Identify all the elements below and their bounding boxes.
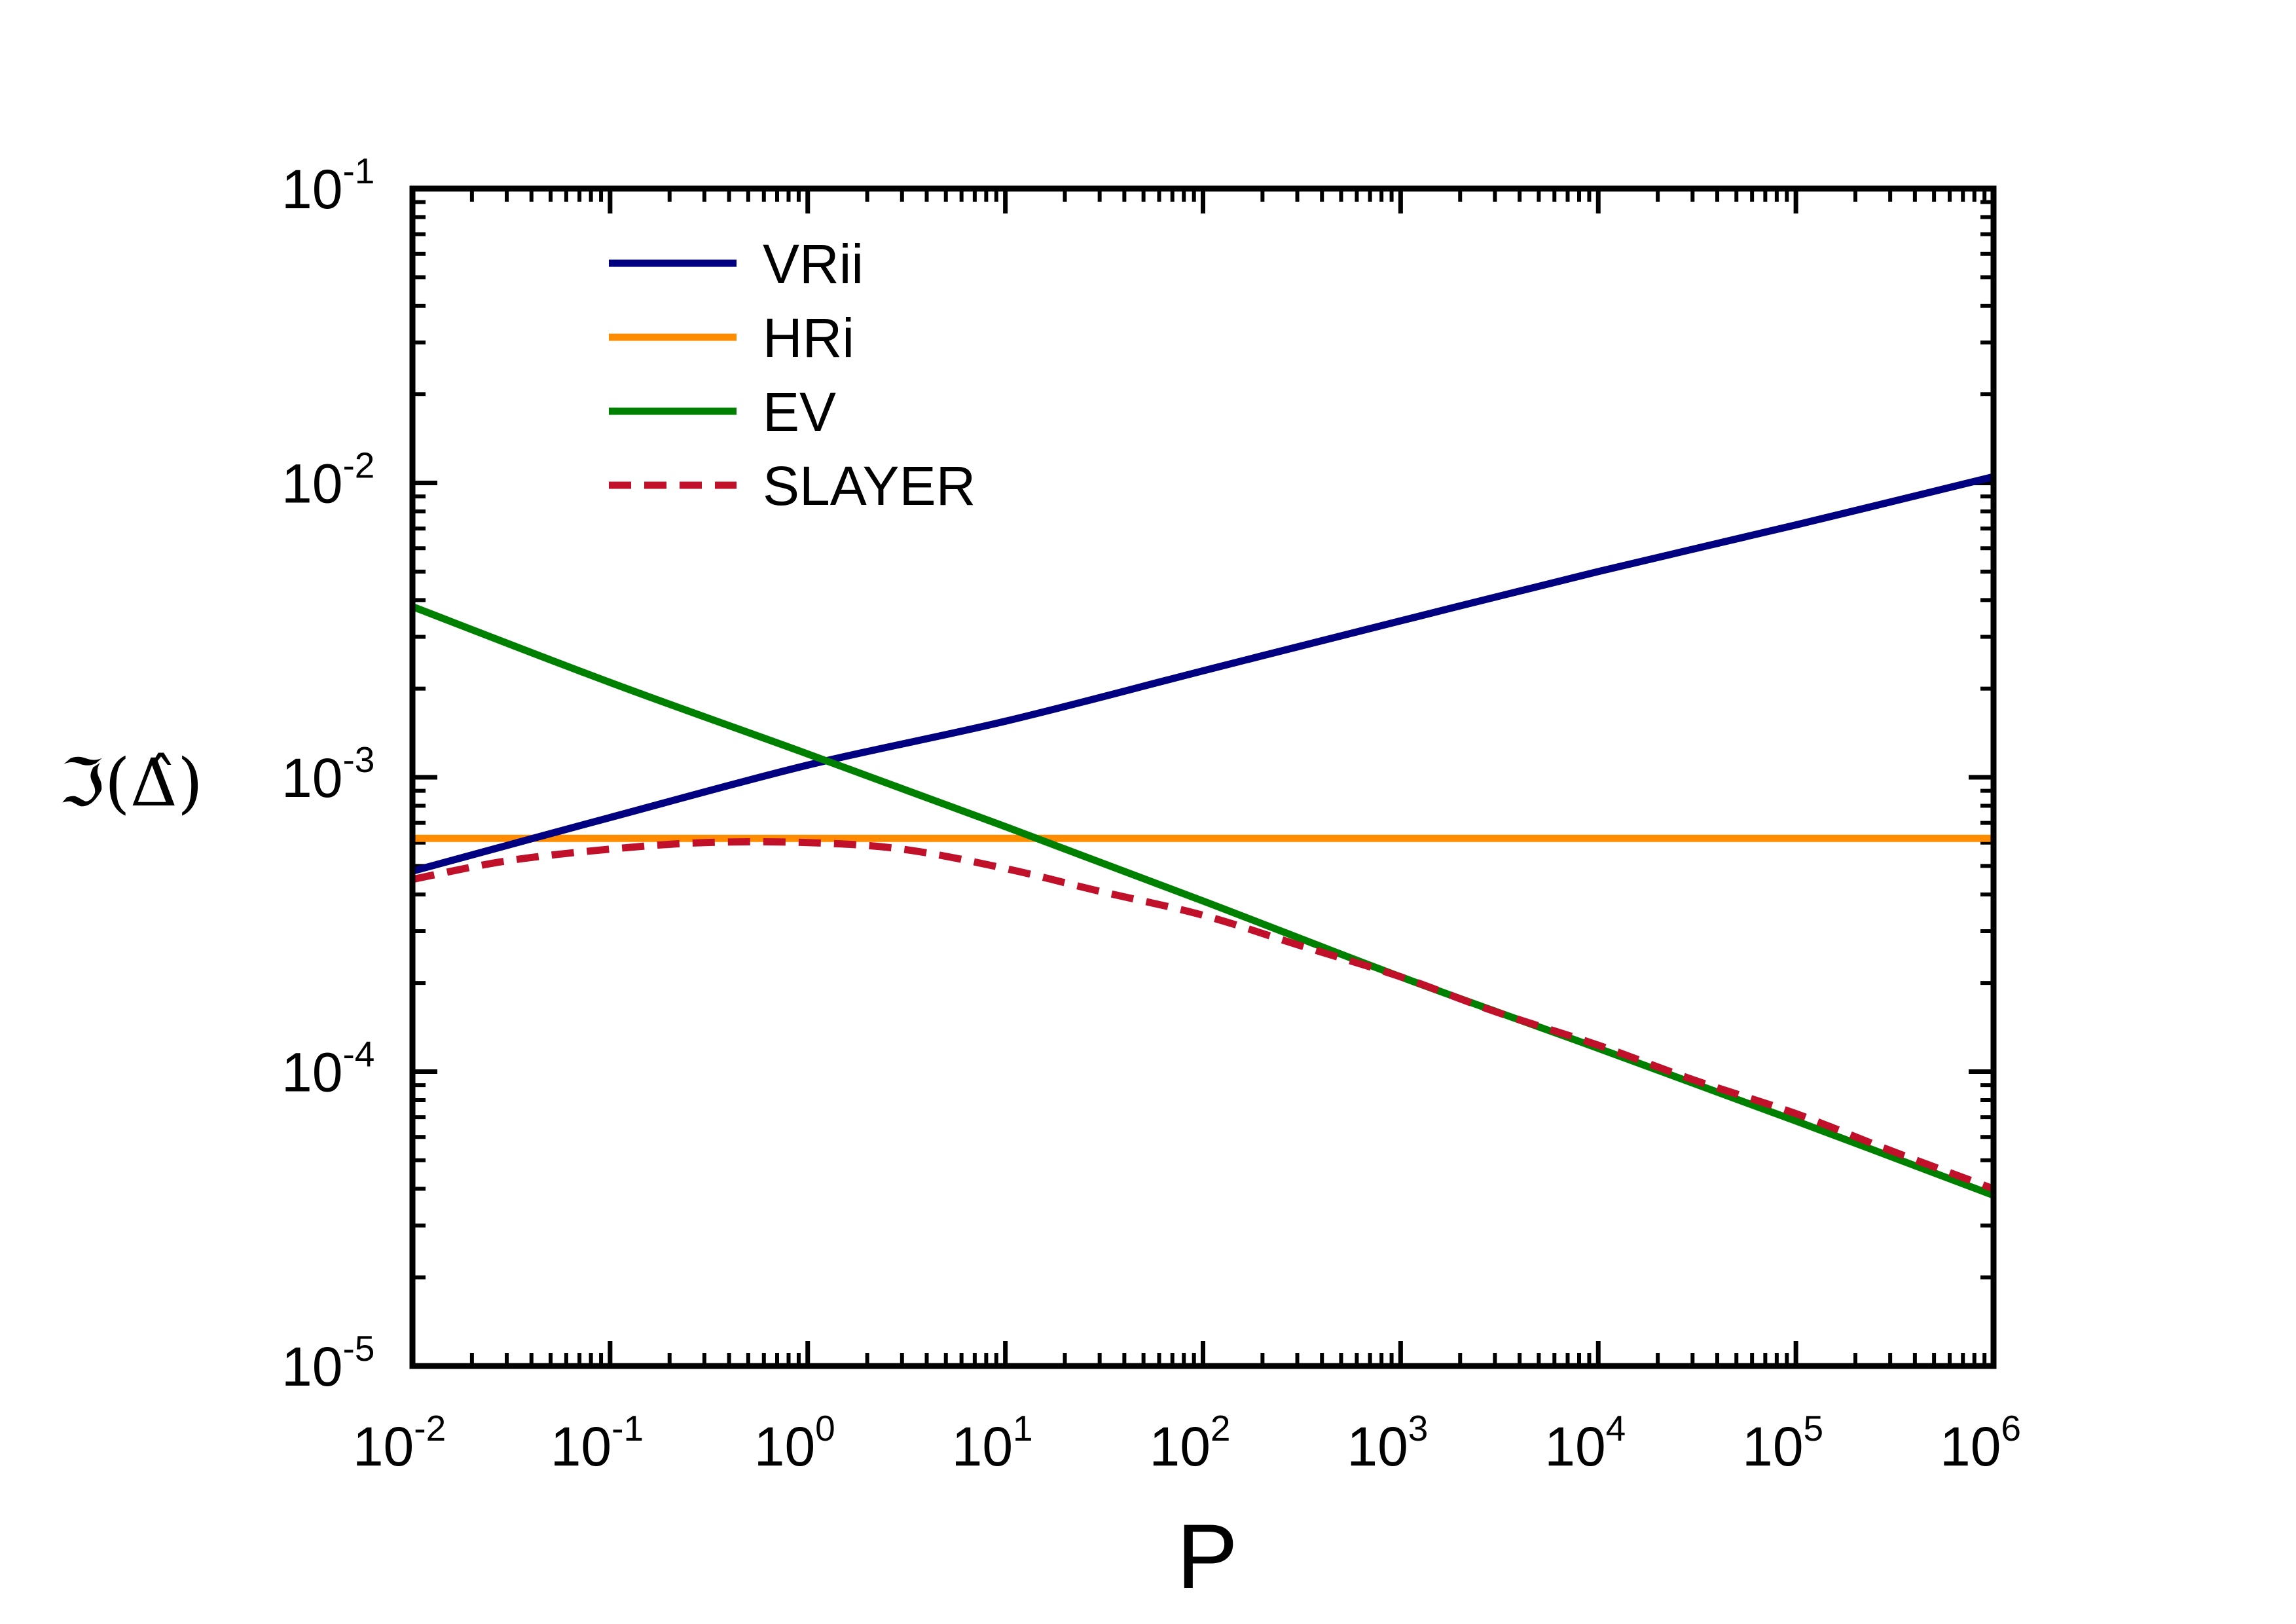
axes-layer: 10-2 10-1 100 101 102 103 104 105 10610-510-410-… [282,151,2021,1477]
series-line-slayer [411,838,1995,1192]
y-tick-label-base: 10 [282,453,342,515]
x-tick-label-exp: 0 [815,1408,835,1449]
x-tick-label-base: 10 [1544,1416,1605,1477]
y-tick-label-exp: -2 [342,445,374,486]
y-tick-label-base: 10 [282,747,342,809]
y-tick-label-exp: -3 [342,739,374,780]
x-tick-label: 104 [1544,1408,1626,1477]
x-tick-label-base: 10 [551,1416,611,1477]
x-tick-label-exp: -1 [611,1408,644,1449]
series-line-ev [411,603,1995,1199]
x-tick-label-exp: 1 [1013,1408,1033,1449]
legend-label-hri: HRi [763,307,854,369]
x-tick-label-base: 10 [1149,1416,1210,1477]
y-tick-label: 10-4 [282,1034,374,1103]
series-layer [411,473,1995,1199]
legend: VRii HRi EV SLAYER [609,233,975,517]
x-tick-label: 101 [952,1408,1033,1477]
y-tick-label: 10-3 [282,739,374,809]
x-tick-label-base: 10 [1742,1416,1803,1477]
x-tick-label-base: 10 [1940,1416,2001,1477]
series-line-vrii [411,473,1995,875]
x-tick-label-exp: 2 [1211,1408,1231,1449]
x-tick-label-base: 10 [1347,1416,1408,1477]
x-tick-label-base: 10 [952,1416,1013,1477]
legend-label-ev: EV [763,381,836,443]
x-tick-label-base: 10 [754,1416,815,1477]
x-tick-label-exp: 3 [1408,1408,1429,1449]
x-tick-label: 102 [1149,1408,1230,1477]
legend-label-vrii: VRii [763,233,864,295]
y-tick-label: 10-5 [282,1328,374,1397]
x-tick-label: 10-1 [551,1408,644,1477]
y-tick-label-exp: -5 [342,1328,374,1369]
x-tick-label: 106 [1940,1408,2021,1477]
y-tick-label-base: 10 [282,158,342,220]
y-tick-label-exp: -1 [342,151,374,191]
y-tick-label-base: 10 [282,1042,342,1103]
x-tick-label-exp: 6 [2001,1408,2021,1449]
x-tick-label: 105 [1742,1408,1823,1477]
y-axis-label: ℑ(Δ̂) [59,745,203,821]
legend-label-slayer: SLAYER [763,455,975,517]
x-tick-label: 103 [1347,1408,1428,1477]
x-tick-label: 100 [754,1408,835,1477]
x-tick-label-exp: 4 [1606,1408,1626,1449]
x-tick-label-exp: 5 [1804,1408,1824,1449]
x-tick-label-base: 10 [353,1416,414,1477]
x-tick-label: 10-2 [353,1408,446,1477]
x-axis-label: P [1176,1505,1237,1608]
y-tick-label-base: 10 [282,1336,342,1397]
plot-frame [409,185,1997,1369]
y-tick-label: 10-2 [282,445,374,515]
y-tick-label: 10-1 [282,151,374,220]
x-tick-label-exp: -2 [414,1408,446,1449]
y-tick-label-exp: -4 [342,1034,374,1075]
